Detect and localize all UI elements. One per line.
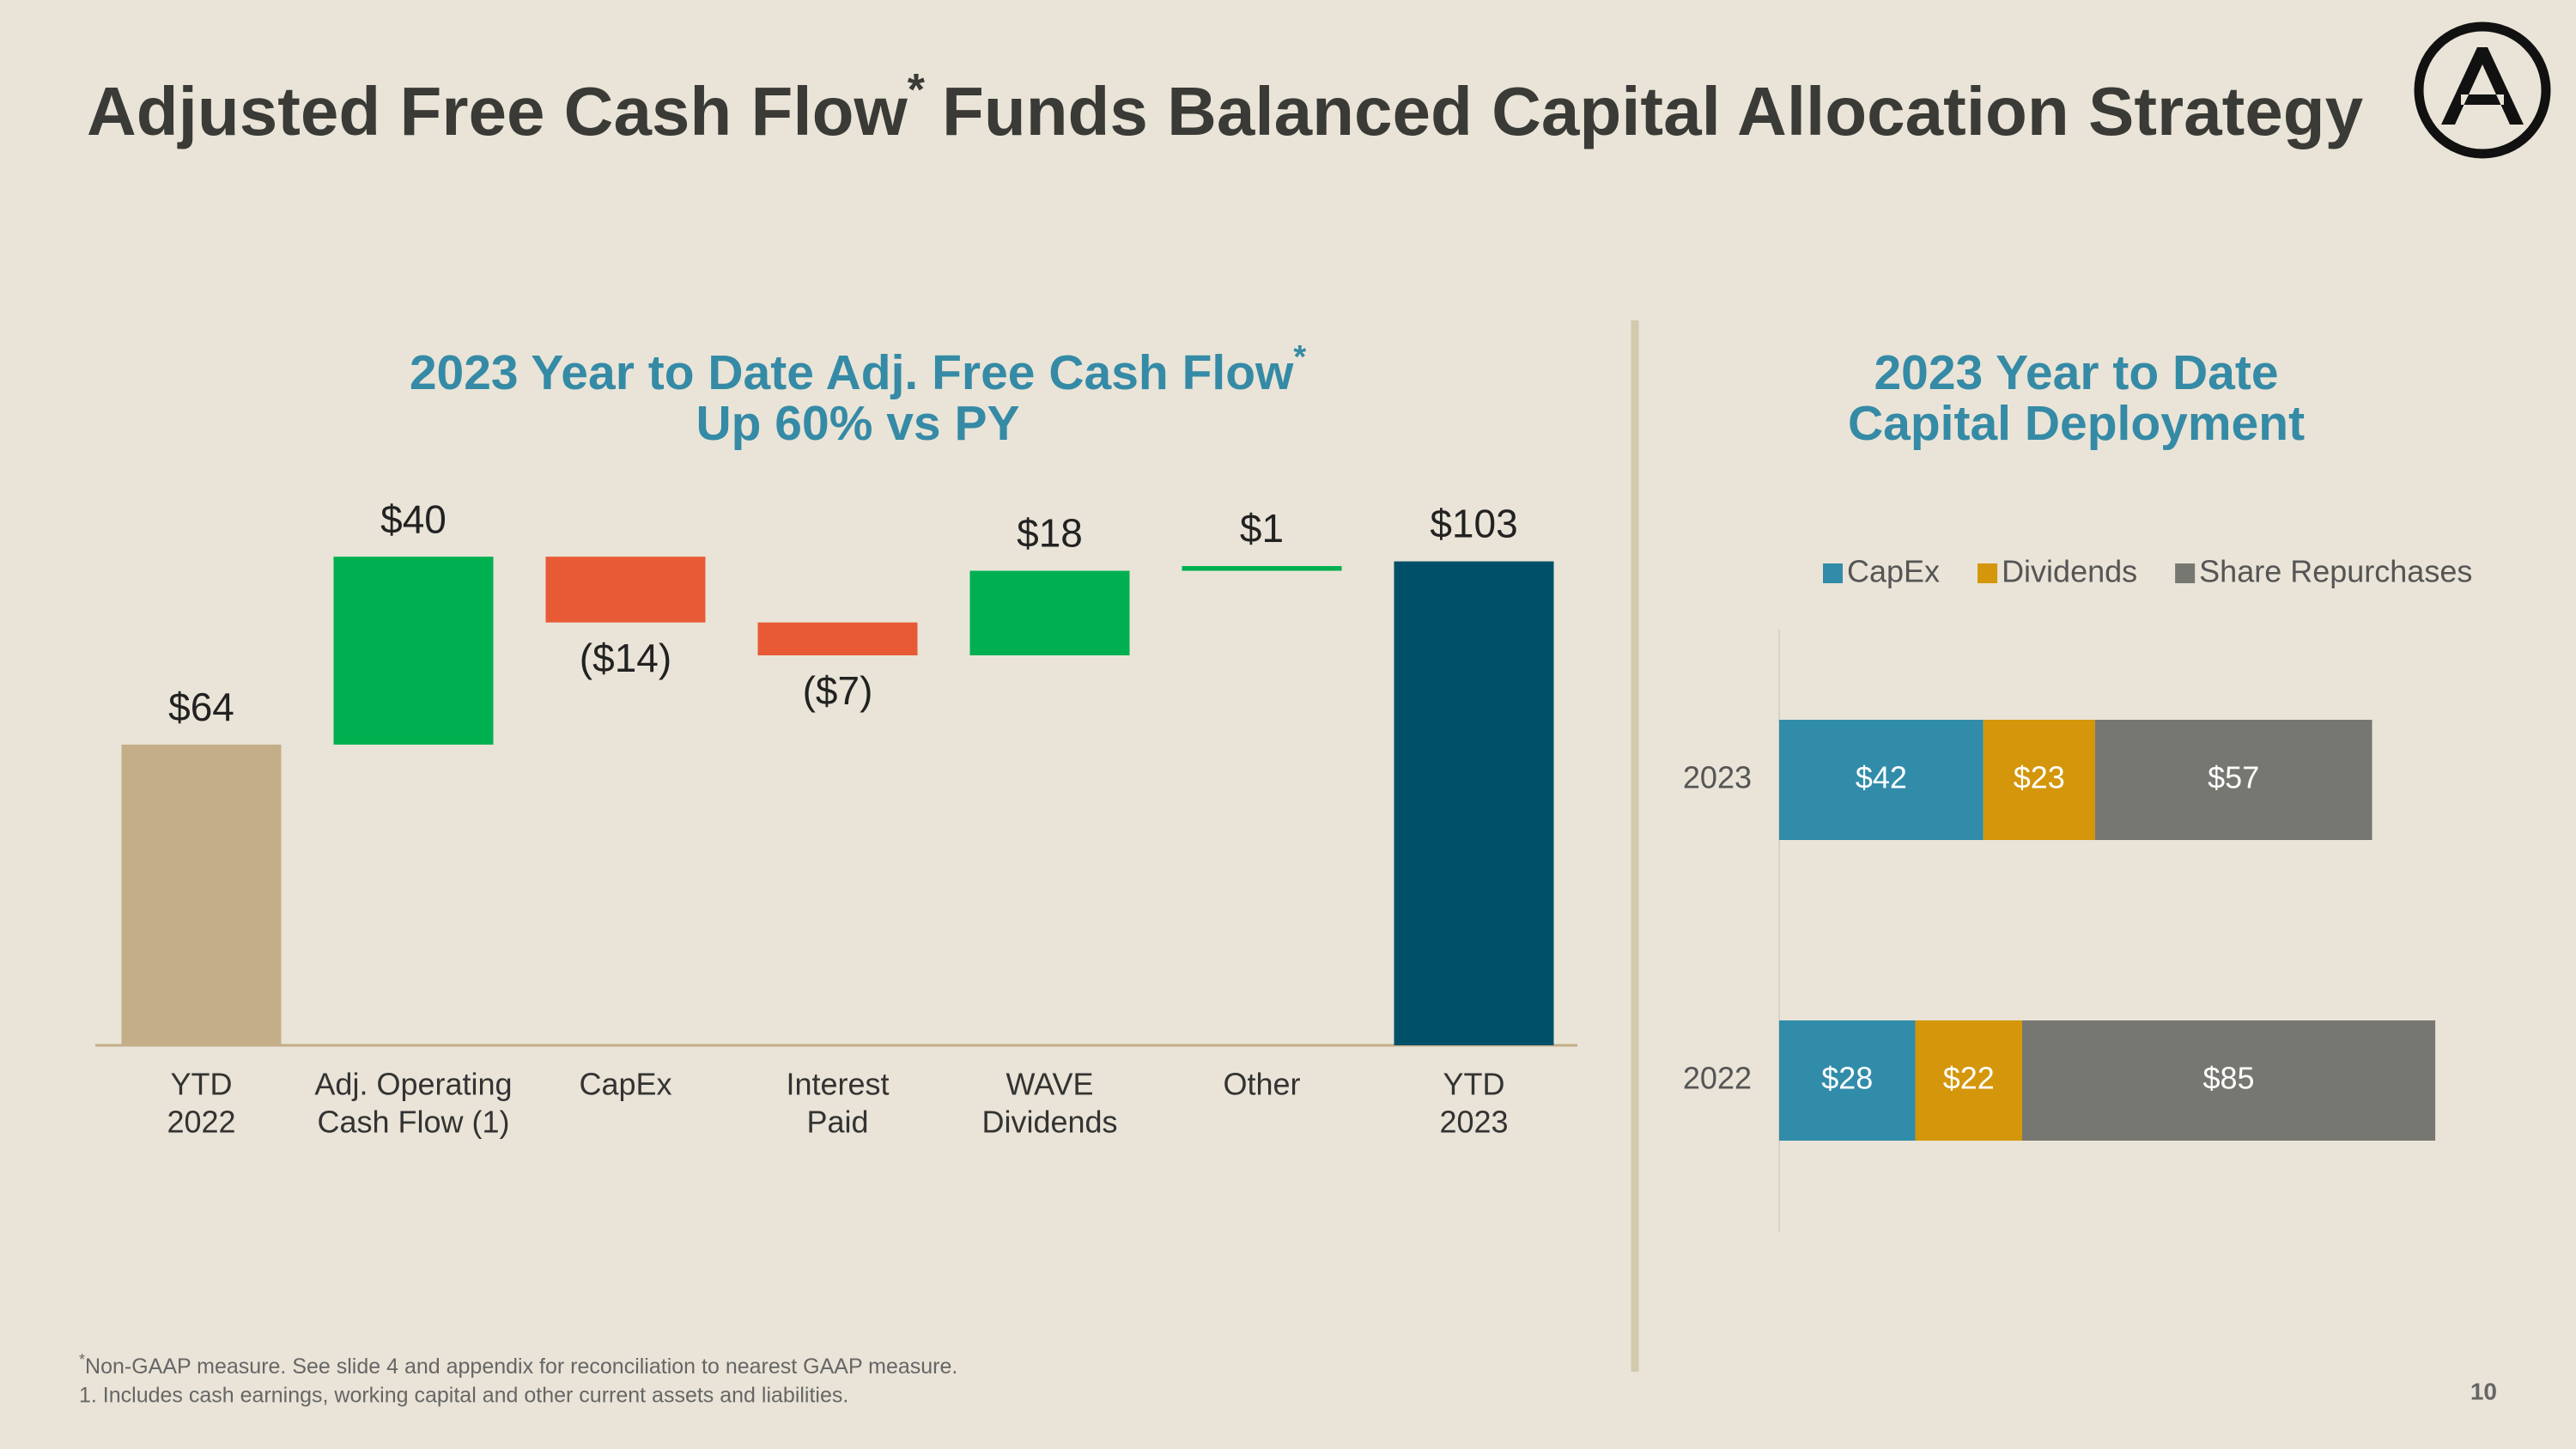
bar-segment: [1983, 720, 2095, 840]
x-tick-label: Paid: [806, 1105, 868, 1140]
data-label: $57: [2208, 760, 2259, 795]
x-tick-label: CapEx: [579, 1067, 671, 1102]
title-text: Adjusted Free Cash Flow: [87, 73, 908, 149]
chart-title: 2023 Year to Date: [1874, 345, 2278, 400]
bar: [121, 744, 282, 1045]
data-label: ($7): [803, 668, 873, 713]
x-tick-label: YTD: [171, 1067, 233, 1102]
x-tick-label: Cash Flow (1): [317, 1105, 509, 1140]
bar-segment: [1779, 1020, 1916, 1141]
data-label: $22: [1943, 1061, 1995, 1096]
data-label: ($14): [580, 636, 671, 680]
x-tick-label: Other: [1223, 1067, 1300, 1102]
bar-segment: [2094, 720, 2372, 840]
title-line: 2023 Year to Date Adj. Free Cash Flow: [410, 345, 1294, 400]
x-tick-label: WAVE: [1005, 1067, 1093, 1102]
bar: [757, 622, 918, 655]
legend-label: Dividends: [2002, 554, 2137, 589]
x-tick-label: YTD: [1443, 1067, 1505, 1102]
legend-swatch: [2175, 563, 2196, 583]
logo: [2414, 21, 2551, 159]
x-tick-label: 2022: [167, 1105, 235, 1140]
x-tick-label: Interest: [786, 1067, 889, 1102]
logo-glyph: [2441, 47, 2524, 125]
footnote-mark: *: [79, 1351, 85, 1368]
y-tick-label: 2023: [1683, 760, 1752, 795]
bar-segment: [2022, 1020, 2436, 1141]
x-tick-label: Dividends: [981, 1105, 1117, 1140]
x-tick-label: 2023: [1439, 1105, 1508, 1140]
bar: [333, 557, 494, 745]
page-number: 10: [2470, 1378, 2497, 1404]
data-label: $64: [168, 685, 234, 729]
footnote-text: Non-GAAP measure. See slide 4 and append…: [85, 1355, 957, 1379]
x-tick-label: Adj. Operating: [314, 1067, 512, 1102]
legend-label: CapEx: [1847, 554, 1940, 589]
bar-segment: [1915, 1020, 2022, 1141]
bar: [1182, 566, 1342, 571]
data-label: $40: [380, 496, 447, 541]
data-label: $1: [1240, 506, 1284, 551]
title-text: Funds Balanced Capital Allocation Strate…: [942, 73, 2364, 149]
legend-swatch: [1978, 563, 1998, 583]
chart-title: Up 60% vs PY: [696, 396, 1019, 451]
data-label: $103: [1430, 502, 1517, 546]
data-label: $85: [2203, 1061, 2255, 1096]
bar: [969, 570, 1130, 655]
legend-label: Share Repurchases: [2199, 554, 2472, 589]
bar-segment: [1779, 720, 1984, 840]
footnote: *Non-GAAP measure. See slide 4 and appen…: [79, 1351, 957, 1379]
bar: [545, 557, 706, 623]
chart-title: 2023 Year to Date Adj. Free Cash Flow*: [410, 339, 1307, 400]
chart-title: Capital Deployment: [1848, 396, 2305, 451]
data-label: $42: [1856, 760, 1907, 795]
legend-swatch: [1823, 563, 1843, 583]
data-label: $28: [1821, 1061, 1873, 1096]
y-tick-label: 2022: [1683, 1061, 1752, 1096]
data-label: $18: [1017, 511, 1083, 556]
logo-ring: [2414, 21, 2551, 159]
data-label: $23: [2014, 760, 2065, 795]
title-mark: *: [908, 65, 926, 115]
footnote: 1. Includes cash earnings, working capit…: [79, 1384, 848, 1408]
slide-title: Adjusted Free Cash Flow* Funds Balanced C…: [87, 65, 2364, 149]
bar: [1394, 561, 1554, 1045]
title-mark: *: [1293, 339, 1306, 375]
